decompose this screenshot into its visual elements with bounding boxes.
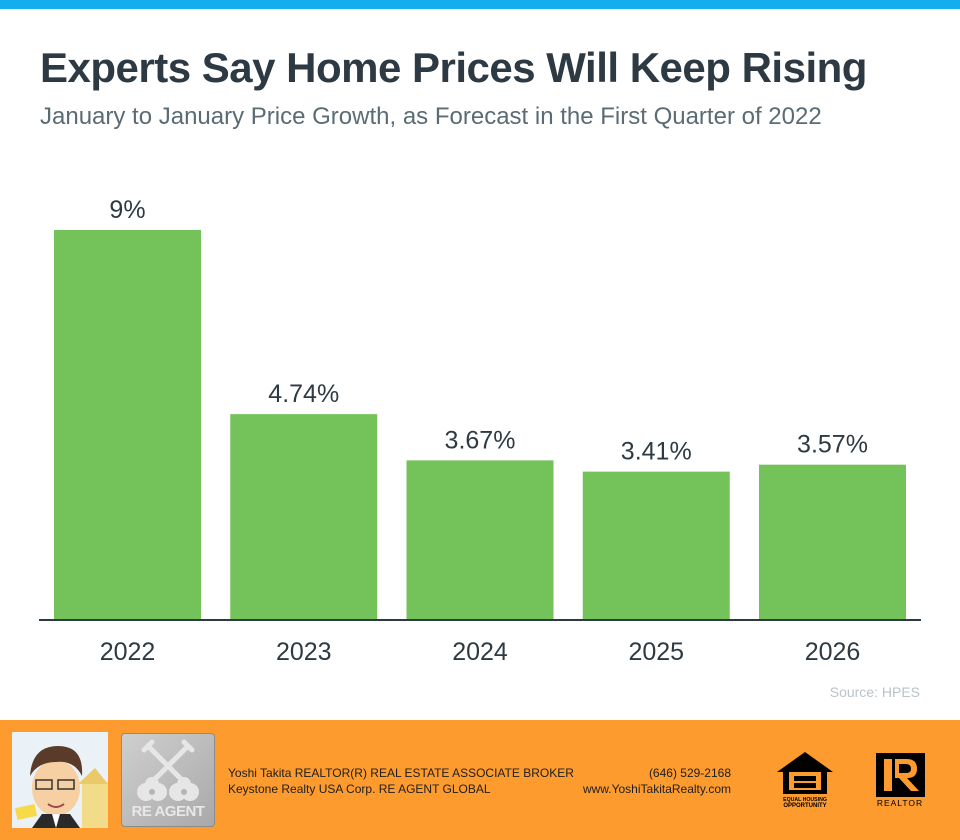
x-tick-label-2024: 2024 <box>452 638 508 666</box>
top-accent-bar <box>0 0 960 9</box>
re-agent-logo-text: RE AGENT <box>131 803 205 820</box>
bar-2023 <box>230 414 378 619</box>
agent-phone[interactable]: (646) 529-2168 <box>648 766 731 780</box>
bar-2024 <box>406 460 554 619</box>
data-label-2022: 9% <box>109 196 145 224</box>
agent-website-link[interactable]: www.YoshiTakitaRealty.com <box>582 782 731 796</box>
agent-name-line: Yoshi Takita REALTOR(R) REAL ESTATE ASSO… <box>228 766 574 780</box>
re-agent-logo: RE AGENT <box>121 733 215 827</box>
realtor-r-icon: REALTOR <box>876 753 925 808</box>
eho-text-line1: EQUAL HOUSING <box>783 797 827 803</box>
crossed-keys-icon <box>137 739 199 801</box>
source-note: Source: HPES <box>829 684 920 700</box>
data-label-2024: 3.67% <box>445 426 516 454</box>
realtor-logo: REALTOR <box>875 753 927 809</box>
bar-2022 <box>54 230 201 619</box>
agent-company-line: Keystone Realty USA Corp. RE AGENT GLOBA… <box>228 782 491 796</box>
bar-chart: 9% 2022 4.74% 2023 3.67% 2024 3.41% 2025 3.57% 20… <box>39 196 921 666</box>
chart-subtitle: January to January Price Growth, as Fore… <box>40 103 822 130</box>
data-label-2023: 4.74% <box>268 380 339 408</box>
realtor-text: REALTOR <box>877 798 923 808</box>
x-tick-label-2026: 2026 <box>805 638 861 666</box>
x-tick-label-2022: 2022 <box>100 638 156 666</box>
agent-caricature-photo <box>12 732 108 828</box>
equal-housing-house-icon: EQUAL HOUSING OPPORTUNITY <box>777 752 833 809</box>
equal-housing-logo: EQUAL HOUSING OPPORTUNITY <box>775 750 835 810</box>
x-tick-label-2023: 2023 <box>276 638 332 666</box>
chart-title: Experts Say Home Prices Will Keep Rising <box>40 44 867 91</box>
bar-2026 <box>759 464 906 619</box>
bar-2025 <box>582 471 730 619</box>
eho-text-line2: OPPORTUNITY <box>783 803 826 809</box>
agent-caricature-icon <box>12 732 108 828</box>
data-label-2025: 3.41% <box>621 438 692 466</box>
data-label-2026: 3.57% <box>797 431 868 459</box>
x-tick-label-2025: 2025 <box>628 638 684 666</box>
